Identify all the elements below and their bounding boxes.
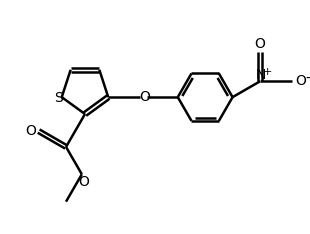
Text: O: O [255, 37, 265, 51]
Text: -: - [305, 72, 310, 86]
Text: O: O [26, 124, 37, 138]
Text: O: O [78, 175, 89, 189]
Text: O: O [295, 74, 306, 88]
Text: N: N [256, 68, 266, 82]
Text: O: O [140, 90, 150, 104]
Text: +: + [263, 67, 272, 77]
Text: S: S [54, 91, 63, 105]
